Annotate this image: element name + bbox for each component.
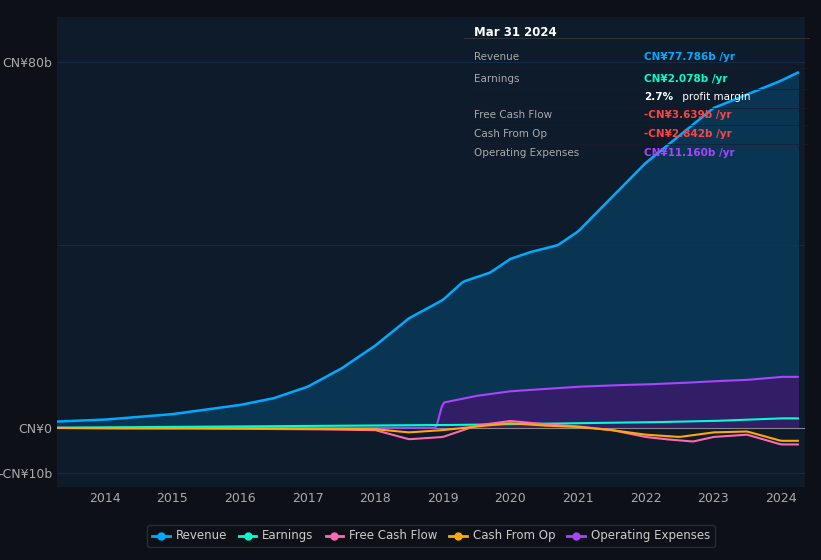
Text: 2.7%: 2.7%: [644, 92, 673, 102]
Text: Revenue: Revenue: [475, 53, 520, 63]
Text: -CN¥3.639b /yr: -CN¥3.639b /yr: [644, 110, 732, 120]
Text: CN¥2.078b /yr: CN¥2.078b /yr: [644, 74, 727, 84]
Text: CN¥11.160b /yr: CN¥11.160b /yr: [644, 148, 735, 158]
Text: Cash From Op: Cash From Op: [475, 129, 548, 139]
Text: Free Cash Flow: Free Cash Flow: [475, 110, 553, 120]
Text: Operating Expenses: Operating Expenses: [475, 148, 580, 158]
Text: Mar 31 2024: Mar 31 2024: [475, 26, 557, 39]
Text: -CN¥2.842b /yr: -CN¥2.842b /yr: [644, 129, 732, 139]
Text: CN¥77.786b /yr: CN¥77.786b /yr: [644, 53, 735, 63]
Text: Earnings: Earnings: [475, 74, 520, 84]
Text: profit margin: profit margin: [679, 92, 750, 102]
Legend: Revenue, Earnings, Free Cash Flow, Cash From Op, Operating Expenses: Revenue, Earnings, Free Cash Flow, Cash …: [147, 525, 715, 547]
